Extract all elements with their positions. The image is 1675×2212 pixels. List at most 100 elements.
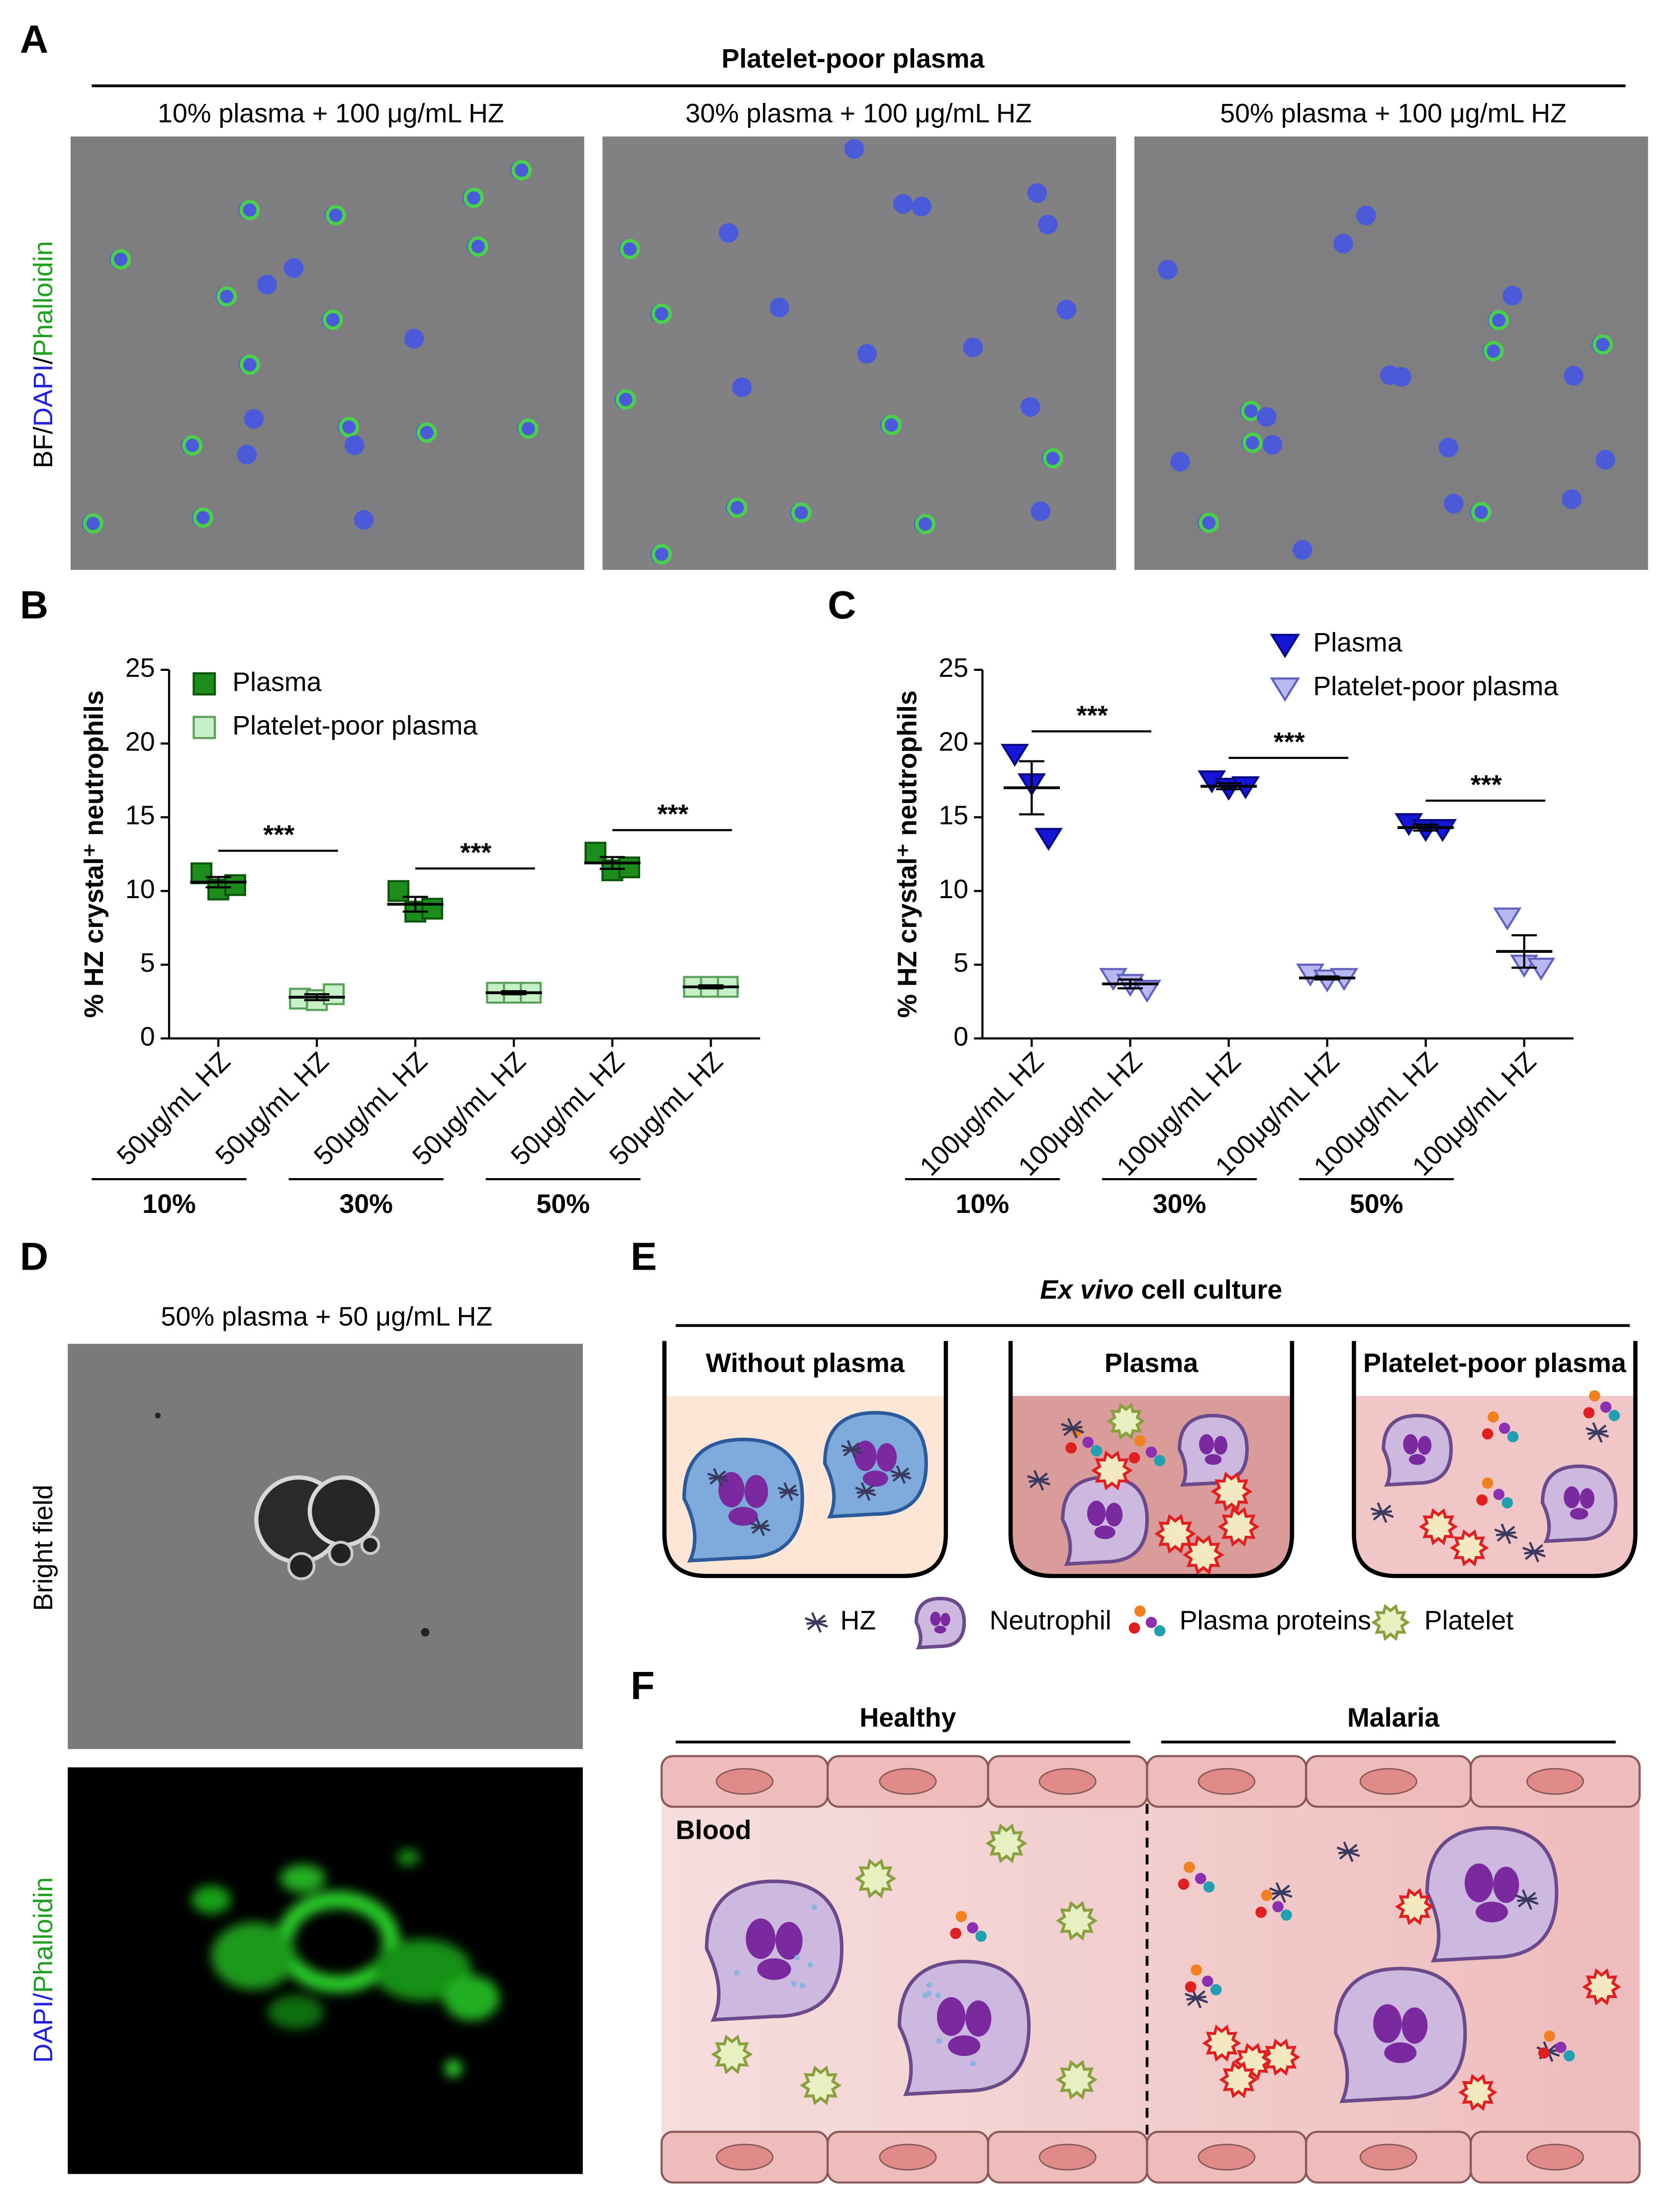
nucleus [1087, 1500, 1106, 1526]
title-part: cell culture [1134, 1275, 1283, 1305]
panel-letter: D [20, 1234, 48, 1278]
cell [1356, 205, 1376, 226]
cell [237, 445, 257, 465]
protein [1281, 1909, 1292, 1921]
data-point [1132, 980, 1162, 1003]
cell [404, 329, 424, 349]
endothelial-nucleus [716, 2143, 774, 2171]
nucleus [1465, 1863, 1493, 1903]
cell [844, 139, 864, 159]
panel-letter: E [631, 1234, 657, 1278]
platelet [1458, 2074, 1497, 2111]
nucleus [1403, 1434, 1418, 1455]
cell [1333, 233, 1353, 254]
nucleus [940, 1613, 950, 1627]
platelet [1371, 1604, 1410, 1641]
neutrophil [1334, 1966, 1467, 2104]
hz-crystal [1495, 1531, 1516, 1537]
well [1008, 1341, 1295, 1578]
label-part: / [28, 357, 58, 365]
y-tick-label: 10 [938, 874, 968, 904]
well-label: Without plasma [706, 1348, 905, 1378]
group-label: 50% [536, 1189, 590, 1219]
protein [1507, 1431, 1519, 1443]
protein [1185, 1981, 1197, 1993]
hz-crystal [1186, 1995, 1207, 2001]
cell-actin [239, 199, 260, 220]
group-label: 10% [956, 1189, 1010, 1219]
endothelial-nucleus [1038, 2143, 1097, 2171]
protein [1082, 1436, 1094, 1448]
nucleus [728, 1507, 758, 1526]
data-point [224, 874, 246, 896]
cell-actin [1489, 310, 1509, 331]
nucleus [934, 1626, 946, 1634]
endothelial-nucleus [1198, 2143, 1256, 2171]
y-tick-label: 0 [953, 1021, 968, 1051]
data-point [421, 898, 444, 920]
platelet [1154, 1514, 1197, 1554]
protein [1493, 1488, 1505, 1500]
y-tick-label: 5 [953, 948, 968, 978]
platelet [1056, 2060, 1098, 2100]
protein [1272, 1901, 1284, 1913]
nucleus [1408, 1454, 1426, 1465]
neutrophil [914, 1596, 966, 1650]
cell-actin [110, 249, 131, 270]
protein [1538, 2047, 1550, 2059]
cell-actin [620, 239, 641, 260]
y-tick-label: 20 [938, 727, 968, 756]
granule [812, 1904, 818, 1910]
label-part: DAPI [28, 365, 58, 427]
cell-actin [881, 415, 902, 436]
panel-e-title: Ex vivo cell culture [1040, 1275, 1282, 1305]
cell [1038, 214, 1058, 235]
well-label: Platelet-poor plasma [1363, 1348, 1627, 1378]
legend-label: Platelet [1424, 1606, 1513, 1636]
cell-actin [83, 513, 103, 534]
cell-actin [416, 422, 437, 443]
legend-label: Plasma [232, 667, 321, 697]
nucleus [1401, 2007, 1428, 2044]
y-tick-label: 25 [125, 653, 155, 683]
protein [1195, 1873, 1207, 1884]
cell [1030, 501, 1051, 521]
granule [936, 2038, 942, 2044]
micrographs [70, 136, 1648, 570]
neutrophil [1425, 1826, 1559, 1963]
cell-actin [915, 514, 935, 535]
y-tick-label: 0 [140, 1021, 155, 1051]
significance-label: *** [460, 837, 491, 867]
hz-crystal [856, 1489, 875, 1494]
cell [1056, 299, 1077, 320]
medium [1011, 1395, 1292, 1576]
platelet [1182, 1535, 1224, 1575]
platelet [985, 1823, 1027, 1863]
protein [1588, 1390, 1600, 1402]
y-tick-label: 10 [125, 874, 155, 904]
cell [1392, 367, 1411, 387]
nucleus [930, 1611, 941, 1626]
legend-label: Platelet-poor plasma [1313, 671, 1558, 701]
vessel-contents [660, 1755, 1641, 2184]
cell [344, 435, 365, 456]
protein [1178, 1878, 1190, 1890]
nucleus [1205, 1454, 1222, 1465]
well-label: Plasma [1105, 1348, 1199, 1378]
platelet [1106, 1402, 1146, 1440]
protein [1128, 1452, 1140, 1464]
cell-actin [1242, 432, 1263, 453]
cell-actin [322, 309, 343, 330]
nucleus [876, 1443, 897, 1472]
endothelial-nucleus [1359, 1768, 1417, 1795]
data-point [1000, 743, 1029, 767]
cell [1438, 438, 1459, 458]
hz-crystal [1028, 1477, 1049, 1483]
cell-actin [192, 507, 213, 528]
endothelial-nucleus [1526, 1768, 1584, 1795]
granule [807, 1962, 813, 1968]
data-point [618, 856, 641, 879]
neutrophil [897, 1959, 1031, 2097]
cell-actin [464, 187, 484, 208]
